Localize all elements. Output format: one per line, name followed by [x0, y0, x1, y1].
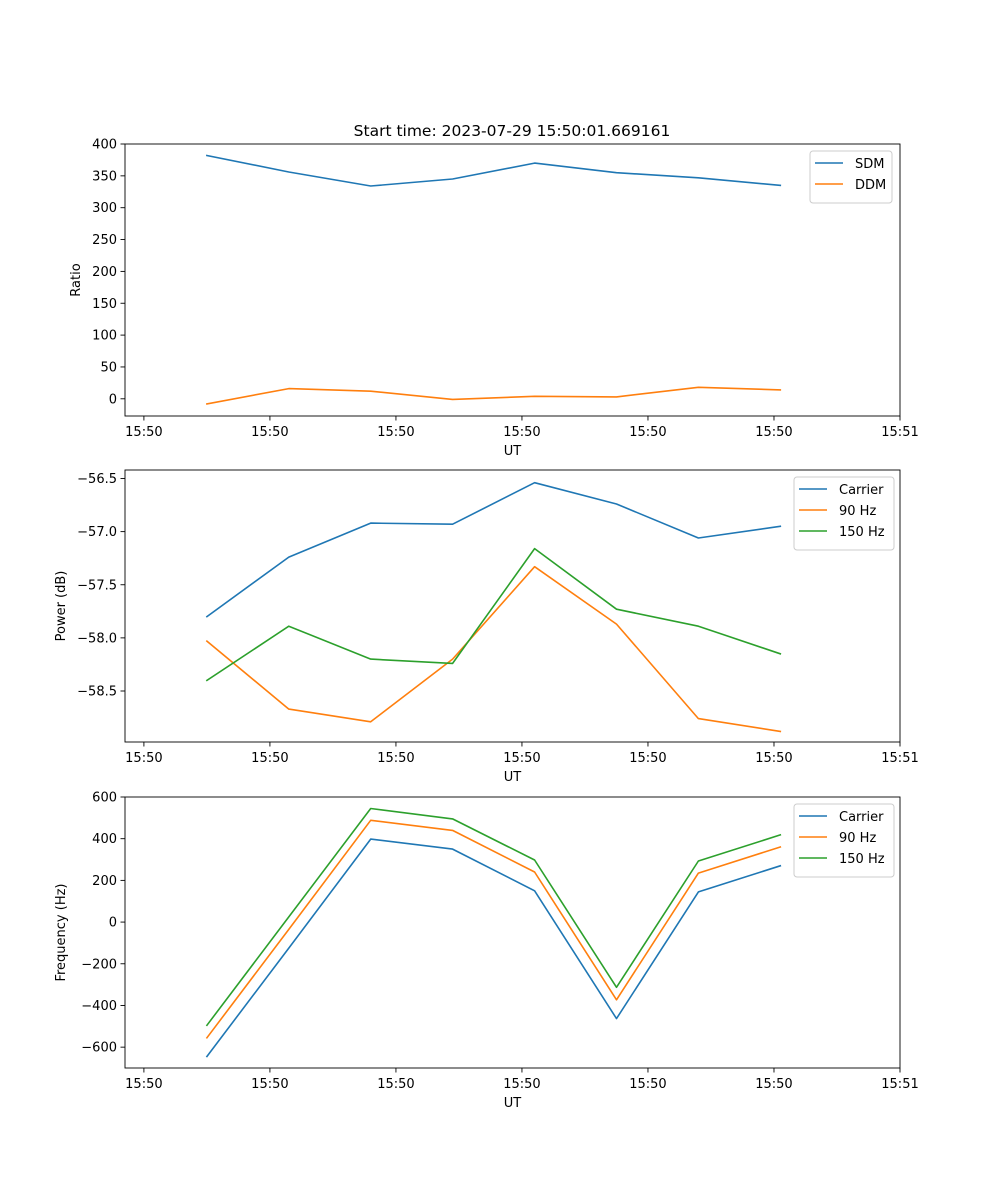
x-tick-label: 15:50: [503, 1077, 540, 1092]
y-tick-label: −400: [81, 999, 117, 1014]
y-axis-label: Power (dB): [54, 571, 69, 642]
x-tick-label: 15:50: [629, 1077, 666, 1092]
x-axis-label: UT: [504, 1096, 522, 1111]
x-tick-label: 15:50: [629, 751, 666, 766]
x-tick-label: 15:50: [377, 751, 414, 766]
legend-box: [809, 150, 893, 204]
panel-1: 15:50 15:50 15:50 15:50 15:50 15:50 15:51 0 50 10…: [69, 138, 919, 460]
y-tick-label: −58.5: [77, 685, 117, 700]
y-tick-label: 300: [92, 201, 117, 216]
series-line-carrier: [205, 481, 782, 618]
panels: 15:50 15:50 15:50 15:50 15:50 15:50 15:51 0 50 10…: [54, 138, 919, 1112]
legend-entry: Carrier: [839, 483, 884, 498]
y-tick-label: −200: [81, 957, 117, 972]
panel-3: 15:50 15:50 15:50 15:50 15:50 15:50 15:51 −600 −…: [54, 791, 919, 1112]
x-tick-label: 15:50: [755, 1077, 792, 1092]
y-axis-label: Frequency (Hz): [54, 883, 69, 981]
x-axis-label: UT: [504, 444, 522, 459]
y-tick-label: 400: [92, 832, 117, 847]
panel-2: 15:50 15:50 15:50 15:50 15:50 15:50 15:51 −58.5…: [54, 469, 919, 785]
x-tick-label: 15:51: [881, 751, 918, 766]
x-tick-label: 15:51: [881, 1077, 918, 1092]
x-tick-label: 15:51: [881, 425, 918, 440]
legend: Carrier 90 Hz 150 Hz: [793, 803, 895, 878]
legend-entry: 90 Hz: [839, 504, 876, 519]
legend: Carrier 90 Hz 150 Hz: [793, 476, 895, 551]
y-tick-label: −56.5: [77, 472, 117, 487]
y-tick-label: 150: [92, 297, 117, 312]
series-line-carrier: [205, 838, 782, 1058]
y-tick-label: 100: [92, 329, 117, 344]
x-tick-label: 15:50: [377, 1077, 414, 1092]
figure-title: Start time: 2023-07-29 15:50:01.669161: [354, 122, 671, 140]
y-tick-label: 400: [92, 138, 117, 153]
series-line-90-hz: [205, 819, 782, 1039]
series-line-90-hz: [205, 565, 782, 733]
axes-frame: [124, 796, 901, 1069]
y-tick-label: 600: [92, 791, 117, 806]
x-tick-label: 15:50: [629, 425, 666, 440]
y-tick-label: 350: [92, 169, 117, 184]
x-tick-label: 15:50: [755, 425, 792, 440]
y-tick-label: 250: [92, 233, 117, 248]
legend: SDM DDM: [809, 150, 893, 204]
x-tick-label: 15:50: [377, 425, 414, 440]
y-tick-label: −57.0: [77, 525, 117, 540]
legend-entry: SDM: [855, 157, 884, 172]
series-line-150-hz: [205, 807, 782, 1027]
series-line-sdm: [205, 154, 782, 187]
y-tick-label: 0: [109, 916, 117, 931]
y-axis-label: Ratio: [69, 263, 84, 296]
x-tick-label: 15:50: [125, 425, 162, 440]
y-tick-label: −600: [81, 1041, 117, 1056]
x-tick-label: 15:50: [503, 425, 540, 440]
x-tick-label: 15:50: [755, 751, 792, 766]
axes-frame: [124, 469, 901, 743]
series-line-ddm: [205, 386, 782, 405]
y-tick-label: −57.5: [77, 578, 117, 593]
y-tick-label: −58.0: [77, 631, 117, 646]
legend-entry: 150 Hz: [839, 525, 885, 540]
y-tick-label: 200: [92, 874, 117, 889]
y-tick-label: 200: [92, 265, 117, 280]
axes-frame: [124, 143, 901, 417]
x-tick-label: 15:50: [251, 1077, 288, 1092]
x-axis-label: UT: [504, 770, 522, 785]
y-tick-label: 0: [109, 392, 117, 407]
x-tick-label: 15:50: [125, 1077, 162, 1092]
legend-entry: DDM: [855, 178, 886, 193]
x-tick-label: 15:50: [251, 751, 288, 766]
y-tick-label: 50: [100, 360, 117, 375]
x-tick-label: 15:50: [251, 425, 288, 440]
series-line-150-hz: [205, 547, 782, 682]
legend-entry: Carrier: [839, 810, 884, 825]
x-tick-label: 15:50: [503, 751, 540, 766]
legend-entry: 90 Hz: [839, 831, 876, 846]
x-tick-label: 15:50: [125, 751, 162, 766]
legend-entry: 150 Hz: [839, 852, 885, 867]
